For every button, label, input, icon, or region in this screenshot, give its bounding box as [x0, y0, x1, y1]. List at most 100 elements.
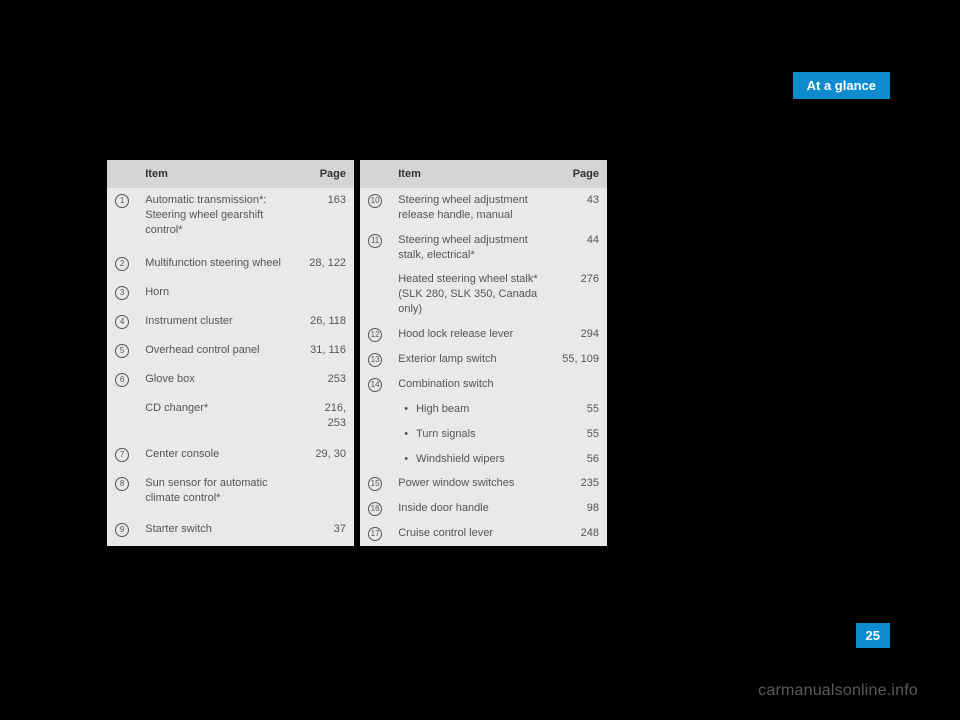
row-page: 55 [552, 397, 607, 422]
row-item: Combination switch [390, 372, 551, 397]
circled-number-icon: 1 [115, 194, 129, 208]
header-num [360, 160, 390, 188]
reference-table-left: Item Page 1 Automatic transmission*: Stee… [107, 160, 354, 546]
row-number: 9 [107, 517, 137, 546]
table-row: 7Center console29, 30 [107, 442, 354, 471]
row-item: Heated steering wheel stalk* (SLK 280, S… [390, 267, 551, 322]
row-page: 29, 30 [299, 442, 354, 471]
row-number [360, 447, 390, 472]
table-row: 8Sun sensor for automatic climate contro… [107, 471, 354, 517]
row-number: 15 [360, 471, 390, 496]
row-item: Automatic transmission*: Steering wheel … [137, 188, 298, 251]
table-row: 13 Exterior lamp switch55, 109 [360, 347, 607, 372]
row-item: Power window switches [390, 471, 551, 496]
row-page: 253 [299, 367, 354, 396]
row-page: 37 [299, 517, 354, 546]
row-item: Steering wheel adjustment stalk, electri… [390, 228, 551, 268]
row-item: High beam [390, 397, 551, 422]
row-item: Windshield wipers [390, 447, 551, 472]
row-page: 248 [552, 521, 607, 546]
row-number [107, 396, 137, 442]
row-item: Exterior lamp switch [390, 347, 551, 372]
circled-number-icon: 6 [115, 373, 129, 387]
row-number: 7 [107, 442, 137, 471]
table-row: 16 Inside door handle98 [360, 496, 607, 521]
row-page [299, 471, 354, 517]
row-item: CD changer* [137, 396, 298, 442]
circled-number-icon: 13 [368, 353, 382, 367]
table-row: 3 Horn [107, 280, 354, 309]
row-page: 55 [552, 422, 607, 447]
row-item: Turn signals [390, 422, 551, 447]
header-page: Page [552, 160, 607, 188]
header-num [107, 160, 137, 188]
row-page: 235 [552, 471, 607, 496]
circled-number-icon: 10 [368, 194, 382, 208]
row-page: 216, 253 [299, 396, 354, 442]
table-row: 12 Hood lock release lever294 [360, 322, 607, 347]
table-row: 6 Glove box253 [107, 367, 354, 396]
row-page: 294 [552, 322, 607, 347]
row-number: 4 [107, 309, 137, 338]
table-row: Windshield wipers56 [360, 447, 607, 472]
row-number: 13 [360, 347, 390, 372]
table-row: 14Combination switch [360, 372, 607, 397]
circled-number-icon: 15 [368, 477, 382, 491]
row-page: 31, 116 [299, 338, 354, 367]
row-number: 1 [107, 188, 137, 251]
circled-number-icon: 16 [368, 502, 382, 516]
table-row: 17 Cruise control lever248 [360, 521, 607, 546]
row-item: Sun sensor for automatic climate control… [137, 471, 298, 517]
watermark: carmanualsonline.info [758, 682, 918, 700]
row-item: Instrument cluster [137, 309, 298, 338]
row-item: Horn [137, 280, 298, 309]
header-item: Item [390, 160, 551, 188]
row-item: Cruise control lever [390, 521, 551, 546]
circled-number-icon: 2 [115, 257, 129, 271]
row-page [552, 372, 607, 397]
reference-table-right: Item Page 10 Steering wheel adjustment re… [360, 160, 607, 546]
circled-number-icon: 4 [115, 315, 129, 329]
row-page: 56 [552, 447, 607, 472]
row-number: 5 [107, 338, 137, 367]
table-row: 10 Steering wheel adjustment release hand… [360, 188, 607, 228]
row-item: Steering wheel adjustment release handle… [390, 188, 551, 228]
row-item: Glove box [137, 367, 298, 396]
row-item: Hood lock release lever [390, 322, 551, 347]
circled-number-icon: 17 [368, 527, 382, 541]
row-number: 10 [360, 188, 390, 228]
row-page [299, 280, 354, 309]
row-number: 6 [107, 367, 137, 396]
header-item: Item [137, 160, 298, 188]
row-item: Inside door handle [390, 496, 551, 521]
row-page: 55, 109 [552, 347, 607, 372]
row-number: 17 [360, 521, 390, 546]
row-page: 163 [299, 188, 354, 251]
table-row: Heated steering wheel stalk* (SLK 280, S… [360, 267, 607, 322]
circled-number-icon: 11 [368, 234, 382, 248]
tables-container: Item Page 1 Automatic transmission*: Stee… [107, 160, 607, 546]
circled-number-icon: 12 [368, 328, 382, 342]
circled-number-icon: 9 [115, 523, 129, 537]
table-row: Turn signals55 [360, 422, 607, 447]
row-page: 276 [552, 267, 607, 322]
row-page: 43 [552, 188, 607, 228]
row-number [360, 422, 390, 447]
table-row: 1 Automatic transmission*: Steering wheel… [107, 188, 354, 251]
table-row: 11 Steering wheel adjustment stalk, elect… [360, 228, 607, 268]
row-page: 98 [552, 496, 607, 521]
table-row: High beam55 [360, 397, 607, 422]
header-page: Page [299, 160, 354, 188]
row-page: 26, 118 [299, 309, 354, 338]
page-number: 25 [856, 623, 890, 648]
circled-number-icon: 3 [115, 286, 129, 300]
row-number [360, 267, 390, 322]
row-item: Overhead control panel [137, 338, 298, 367]
row-number: 8 [107, 471, 137, 517]
section-header: At a glance [793, 72, 890, 99]
row-page: 28, 122 [299, 251, 354, 280]
row-number [360, 397, 390, 422]
table-row: 5Overhead control panel31, 116 [107, 338, 354, 367]
row-number: 2 [107, 251, 137, 280]
row-item: Center console [137, 442, 298, 471]
